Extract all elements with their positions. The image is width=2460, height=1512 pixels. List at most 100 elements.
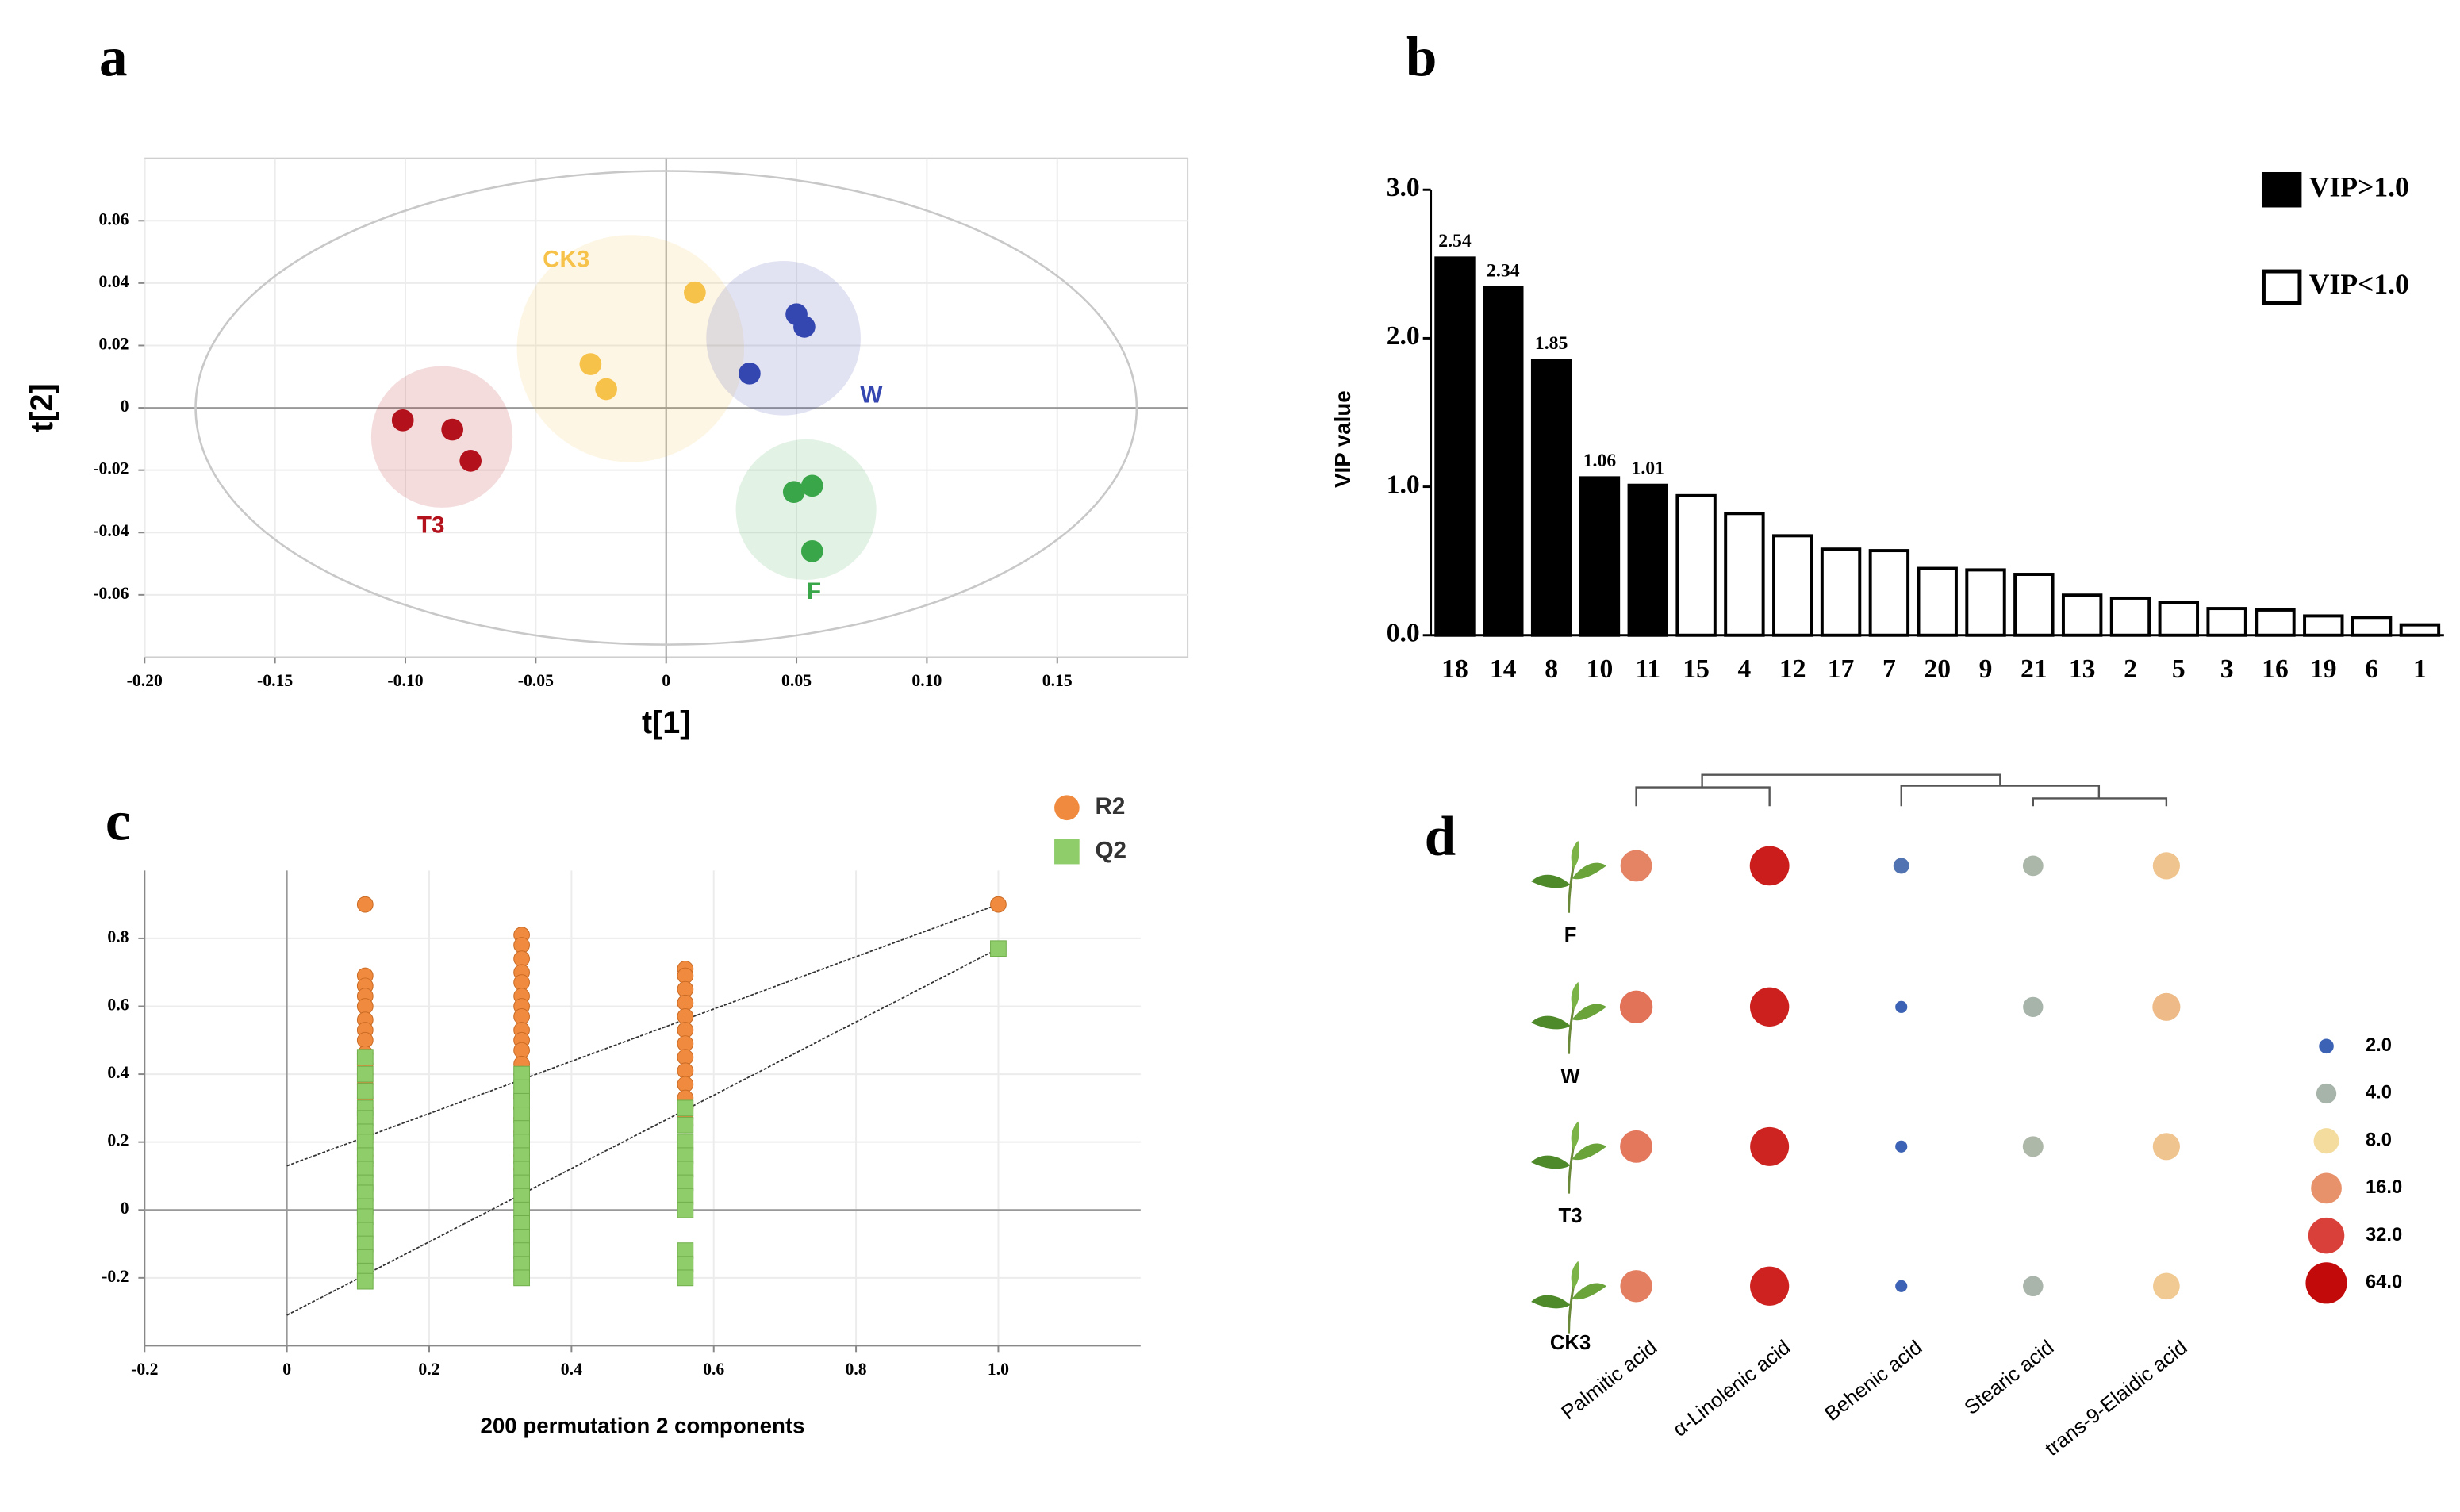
group-label: F [807,578,821,604]
legend-bubble [2305,1262,2347,1304]
point [356,1083,374,1099]
x-tick-label: -0.2 [131,1360,158,1379]
bar [2303,614,2344,637]
bar [2109,596,2151,637]
bar [2351,616,2393,637]
x-tick-label: 12 [1779,654,1806,684]
x-tick-label: 0.8 [845,1360,866,1379]
x-tick-label: 13 [2069,654,2096,684]
data-label: 1.85 [1535,333,1568,354]
y-tick-label: -0.06 [93,584,129,603]
data-label: 2.34 [1487,260,1520,281]
bar [1820,547,1862,637]
x-axis-label: 200 permutation 2 components [481,1414,805,1438]
bar [1579,476,1621,637]
x-tick-label: 0.10 [911,671,942,690]
data-label: 1.01 [1632,458,1665,478]
y-axis-label: VIP value [1330,390,1355,488]
y-tick-label: 0 [121,397,129,416]
legend-bubble [2311,1172,2342,1204]
point [595,378,617,401]
x-axis-label: t[1] [642,705,690,740]
y-tick-label: 3.0 [1387,173,1420,202]
group-label: T3 [417,512,445,538]
bubble [1750,1126,1790,1166]
row-label: W [1560,1065,1580,1088]
leaf [1571,981,1580,1011]
x-tick-label: 11 [1635,654,1660,684]
stem [1568,1286,1575,1334]
stem [1568,865,1575,913]
point [990,896,1007,913]
y-tick-label: 0.04 [98,272,129,291]
legend-marker [1054,795,1080,821]
y-tick-label: -0.02 [93,459,129,478]
bubble [1749,846,1790,886]
y-tick-label: 1.0 [1387,470,1420,499]
point [579,353,602,375]
bar [2206,607,2247,637]
bar [1627,483,1668,637]
data-label: 2.54 [1438,231,1472,251]
x-tick-label: 1.0 [988,1360,1009,1379]
tea-icon [1531,1121,1607,1194]
x-tick-label: -0.20 [127,671,163,690]
legend-bubble [2319,1038,2334,1054]
point [800,539,823,562]
legend-bubble [2308,1217,2345,1254]
point [677,1201,694,1218]
dendrogram-branch [1701,773,2001,788]
bubble [1893,858,1909,874]
x-tick-label: 10 [1587,654,1614,684]
y-tick-label: 0.4 [107,1063,129,1082]
bubble [1895,1000,1908,1013]
point [800,474,823,497]
bar [1483,286,1524,637]
bubble [2023,996,2044,1018]
legend-label: 4.0 [2366,1083,2392,1103]
x-tick-label: 2 [2124,654,2137,684]
y-tick-label: 0.2 [107,1131,129,1150]
point [793,316,816,338]
group-ellipse [735,439,877,580]
point [356,1065,374,1083]
leaf [1572,1004,1607,1021]
x-tick-label: 0 [282,1360,291,1379]
stem [1568,1007,1575,1054]
bar [1917,566,1958,637]
legend-label: VIP<1.0 [2309,268,2409,300]
point [356,896,374,913]
legend-label: 2.0 [2366,1035,2392,1056]
leaf [1571,840,1580,869]
x-tick-label: 19 [2310,654,2337,684]
point [684,281,706,304]
x-tick-label: 0.05 [781,671,812,690]
row-label: CK3 [1550,1332,1591,1354]
legend-label: 8.0 [2366,1130,2392,1150]
point [356,1049,374,1066]
bubble [1749,987,1790,1027]
bubble [1750,1266,1790,1306]
panel-label: b [1406,26,1437,88]
bubble [2153,1272,2180,1300]
legend-marker [2261,171,2302,208]
bubble [1895,1280,1908,1292]
bar [2255,608,2296,637]
panel-label: a [99,26,128,88]
leaf [1531,1155,1571,1169]
tea-icon [1531,1261,1607,1334]
point [441,418,464,441]
data-label: 1.06 [1583,451,1617,471]
x-tick-label: 17 [1828,654,1855,684]
x-tick-label: 0 [662,671,670,690]
x-tick-label: 15 [1683,654,1710,684]
point [990,940,1007,957]
x-tick-label: 18 [1441,654,1468,684]
point [513,1269,530,1287]
point [356,1272,374,1290]
legend-marker [2261,269,2302,305]
x-tick-label: -0.15 [257,671,293,690]
x-tick-label: 5 [2172,654,2186,684]
